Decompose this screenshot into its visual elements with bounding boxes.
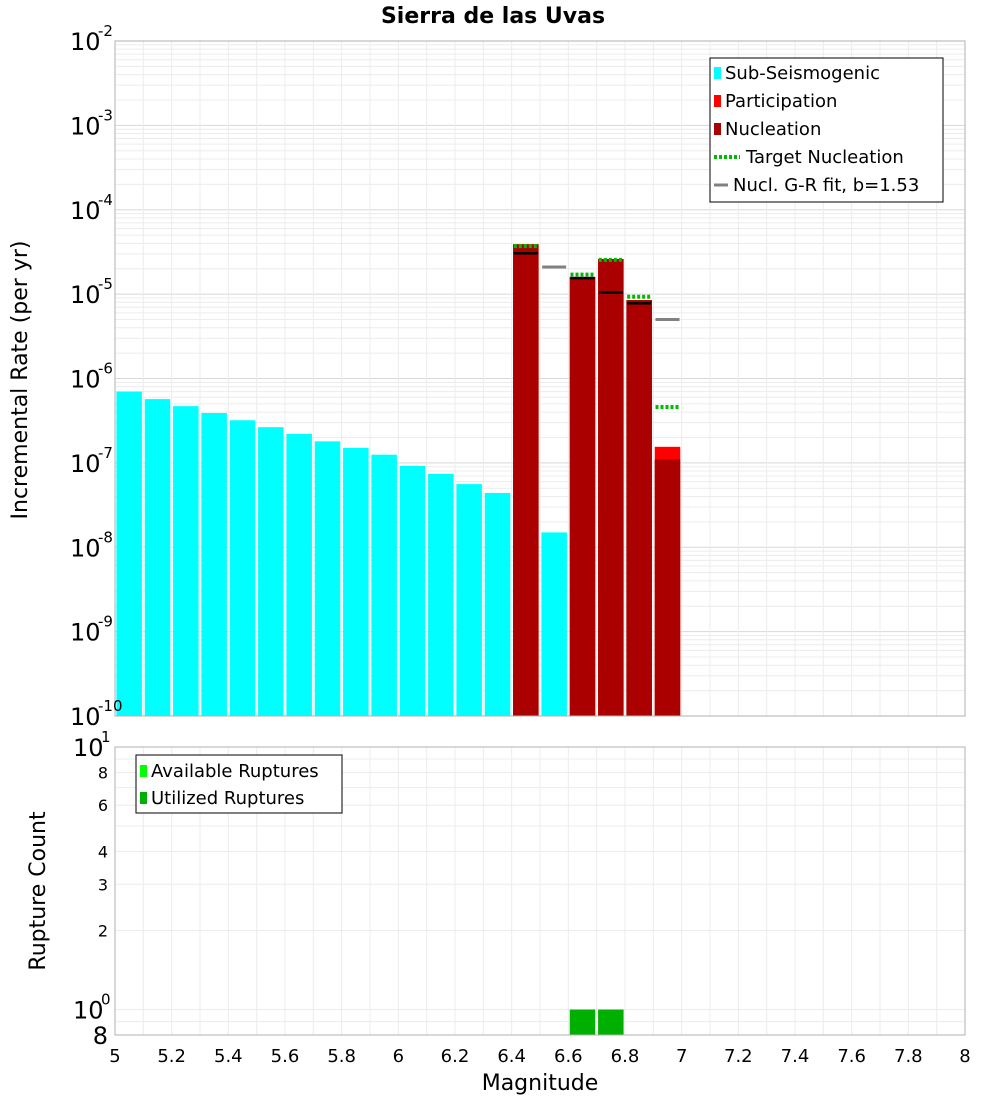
top-legend-swatch	[714, 95, 721, 107]
x-ticks: 5 5.2 5.4 5.6 5.8 6 6.2 6.4 6.6 6.8 7 7.2 7.4 7.6 7.8 8	[109, 1046, 970, 1067]
x-tick-label: 7	[676, 1046, 687, 1067]
top-legend: Sub-Seismogenic Participation Nucleation Ta…	[709, 57, 944, 203]
x-tick-label: 5.4	[214, 1046, 243, 1067]
bottom-y-minor-tick: 4	[98, 842, 108, 861]
x-tick-label: 7.6	[837, 1046, 866, 1067]
x-tick-label: 7.4	[781, 1046, 810, 1067]
top-y-tick-base: 10	[70, 197, 101, 225]
x-tick-label: 7.8	[894, 1046, 923, 1067]
top-legend-label: Nucleation	[725, 119, 821, 140]
sub-seismogenic-bar	[258, 427, 284, 716]
x-tick-label: 5.2	[157, 1046, 186, 1067]
sub-seismogenic-bar	[229, 420, 256, 716]
top-legend-label: Nucl. G-R fit, b=1.53	[733, 175, 919, 196]
sub-seismogenic-bar	[541, 532, 567, 716]
nucleation-bar	[626, 300, 652, 716]
top-y-tick-exponent: -10	[98, 697, 123, 715]
top-plot-frame	[114, 40, 966, 717]
top-legend-label: Sub-Seismogenic	[725, 63, 880, 84]
top-y-axis-label: Incremental Rate (per yr)	[8, 241, 33, 520]
x-tick-label: 5	[109, 1046, 120, 1067]
bottom-legend-label: Available Ruptures	[151, 761, 319, 782]
top-y-tick-base: 10	[70, 112, 101, 140]
sub-seismogenic-bar	[343, 448, 369, 716]
sub-seismogenic-bar	[201, 413, 227, 716]
top-legend-swatch	[714, 123, 721, 135]
bottom-y-minor-tick: 6	[98, 796, 108, 815]
top-legend-label: Participation	[725, 91, 837, 112]
top-plot-markers	[513, 244, 680, 409]
x-tick-label: 6.8	[611, 1046, 640, 1067]
nucleation-bar	[598, 259, 624, 716]
x-tick-label: 7.2	[724, 1046, 753, 1067]
top-y-tick-exponent: -4	[98, 191, 113, 209]
x-tick-label: 8	[959, 1046, 970, 1067]
nucleation-bar	[654, 459, 681, 716]
bottom-y-minor-tick: 2	[98, 922, 108, 941]
bottom-legend-label: Utilized Ruptures	[151, 788, 304, 809]
top-y-tick-base: 10	[70, 366, 101, 394]
top-y-tick-exponent: -2	[98, 22, 113, 40]
sub-seismogenic-bar	[484, 492, 511, 716]
sub-seismogenic-bar	[144, 399, 171, 716]
sub-seismogenic-bar	[314, 441, 341, 716]
bottom-y-tick-exponent: 0	[101, 991, 111, 1009]
x-tick-label: 6.2	[441, 1046, 470, 1067]
utilized-ruptures-bar	[569, 1009, 596, 1035]
x-tick-label: 6.6	[554, 1046, 583, 1067]
bottom-legend-swatch	[140, 792, 147, 804]
top-y-tick-exponent: -7	[98, 444, 113, 462]
sub-seismogenic-bar	[456, 484, 482, 716]
bottom-y-minor-tick: 8	[93, 1022, 108, 1050]
top-y-tick-base: 10	[70, 281, 101, 309]
top-plot-grid	[114, 41, 966, 717]
top-plot-bars	[116, 244, 681, 717]
top-y-tick-exponent: -5	[98, 275, 113, 293]
top-y-tick-exponent: -6	[98, 360, 113, 378]
top-legend-box	[709, 57, 944, 203]
sub-seismogenic-bar	[173, 406, 199, 716]
sub-seismogenic-bar	[286, 433, 312, 716]
x-tick-label: 5.8	[327, 1046, 356, 1067]
sub-seismogenic-bar	[428, 473, 454, 716]
top-y-tick-base: 10	[70, 703, 101, 731]
top-legend-swatch	[714, 67, 721, 79]
bottom-plot-bars	[569, 1009, 624, 1035]
nucleation-bar	[513, 244, 539, 717]
top-y-tick-exponent: -8	[98, 528, 113, 546]
bottom-y-minor-tick: 8	[98, 763, 108, 782]
top-y-tick-exponent: -3	[98, 106, 113, 124]
sub-seismogenic-bar	[399, 465, 426, 716]
nucleation-bar	[569, 276, 596, 716]
x-tick-label: 6	[393, 1046, 404, 1067]
x-axis-label: Magnitude	[482, 1071, 599, 1096]
top-y-tick-base: 10	[70, 619, 101, 647]
bottom-y-minor-tick: 3	[98, 875, 108, 894]
bottom-y-tick-base: 10	[73, 997, 104, 1025]
top-y-tick-base: 10	[70, 534, 101, 562]
x-tick-label: 5.6	[271, 1046, 300, 1067]
bottom-y-tick-base: 10	[73, 734, 104, 762]
x-tick-label: 6.4	[497, 1046, 526, 1067]
bottom-legend-swatch	[140, 765, 147, 777]
bottom-y-axis-label: Rupture Count	[26, 811, 51, 971]
utilized-ruptures-bar	[598, 1009, 624, 1035]
sub-seismogenic-bar	[116, 391, 142, 716]
top-y-tick-base: 10	[70, 450, 101, 478]
top-y-tick-exponent: -9	[98, 613, 113, 631]
bottom-y-tick-exponent: 1	[101, 728, 111, 746]
bottom-plot-frame	[114, 746, 966, 1036]
chart-title: Sierra de las Uvas	[381, 4, 605, 29]
top-legend-label: Target Nucleation	[745, 147, 904, 168]
top-y-tick-base: 10	[70, 28, 101, 56]
sub-seismogenic-bar	[371, 454, 397, 716]
bottom-legend: Available Ruptures Utilized Ruptures	[135, 754, 343, 814]
bottom-legend-box	[135, 754, 343, 814]
